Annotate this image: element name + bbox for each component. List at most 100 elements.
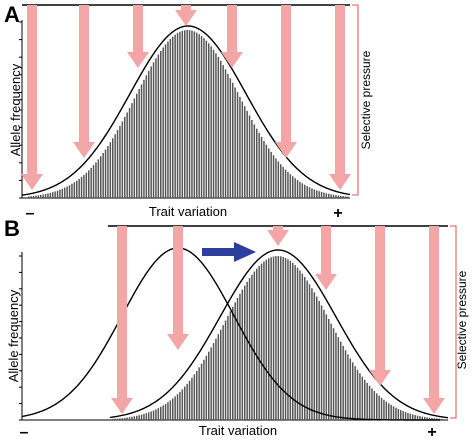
histogram-bar: [284, 169, 287, 198]
histogram-bar: [73, 182, 76, 198]
histogram-bar: [306, 186, 308, 198]
histogram-bar: [277, 256, 280, 420]
histogram-bar: [236, 298, 239, 420]
histogram-bar: [246, 110, 248, 198]
histogram-bar: [251, 119, 253, 198]
x-axis-label-b: Trait variation: [199, 423, 277, 438]
histogram-bar: [56, 190, 59, 198]
histogram-bar: [340, 195, 342, 198]
histogram-bar: [260, 263, 263, 420]
histogram-bar: [126, 417, 128, 420]
histogram-bar: [116, 418, 119, 420]
histogram-bar: [169, 38, 172, 198]
histogram-bar: [64, 187, 66, 198]
histogram-bar: [28, 196, 30, 198]
histogram-bar: [244, 285, 246, 420]
histogram-bar: [232, 306, 234, 420]
pressure-label-a: Selective pressure: [359, 50, 373, 149]
histogram-bar: [311, 188, 313, 198]
histogram-bar: [234, 302, 236, 420]
histogram-bar: [407, 412, 409, 420]
histogram-bar: [328, 193, 330, 198]
histogram-bar: [83, 174, 85, 198]
histogram-bar: [313, 189, 316, 198]
histogram-bar: [265, 144, 268, 198]
histogram-bar: [347, 196, 349, 198]
histogram-bar: [143, 413, 145, 420]
histogram-bar: [162, 47, 164, 199]
histogram-bar: [35, 195, 37, 198]
histogram-bar: [268, 258, 270, 420]
histogram-bar: [227, 315, 229, 420]
histogram-bar: [284, 257, 287, 420]
y-axis-label-b: Allele frequency: [6, 289, 21, 382]
histogram-bar: [212, 49, 215, 198]
pressure-arrow-shaft: [27, 5, 37, 176]
histogram-bar: [270, 151, 272, 198]
histogram-bar: [193, 374, 196, 420]
histogram-bar: [275, 256, 277, 420]
histogram-bar: [342, 346, 344, 420]
histogram-bar: [112, 138, 114, 198]
histogram-bar: [191, 377, 193, 420]
histogram-bar: [328, 319, 330, 420]
histogram-bar: [368, 385, 371, 420]
histogram-bar: [371, 388, 373, 420]
pressure-label-b: Selective pressure: [455, 270, 469, 369]
histogram-bar: [246, 281, 248, 420]
plus-sign-a: +: [333, 205, 342, 222]
histogram-bar: [205, 355, 208, 420]
histogram-bar: [119, 125, 121, 198]
histogram-bar: [332, 328, 335, 420]
histogram-bar: [76, 180, 78, 198]
histogram-bar: [160, 50, 162, 198]
distribution-curve-a: [21, 25, 351, 196]
histogram-bar: [337, 337, 340, 420]
histogram-bar: [258, 265, 260, 420]
shifted-distribution-curve-b: [109, 249, 449, 419]
histogram-bar: [179, 31, 181, 199]
shift-arrow: [202, 242, 256, 262]
histogram-bar: [164, 44, 167, 198]
histogram-bar: [234, 87, 236, 198]
histogram-bar: [224, 69, 227, 199]
histogram-bar: [344, 350, 347, 420]
pressure-arrow-head: [315, 274, 337, 290]
histogram-bar: [208, 43, 210, 199]
histogram-bar: [323, 192, 325, 198]
histogram-bar: [191, 30, 193, 198]
histogram-bar: [227, 73, 229, 198]
pressure-arrow-shaft: [79, 5, 89, 144]
histogram-bar: [179, 391, 181, 420]
pressure-arrow-head: [267, 230, 289, 246]
histogram-bar: [208, 351, 210, 420]
histogram-bar: [215, 53, 217, 198]
histogram-bar: [220, 60, 222, 199]
pressure-arrow-head: [423, 398, 445, 414]
y-axis-ticks-a: [19, 21, 22, 199]
histogram-bar: [253, 124, 256, 198]
histogram-bar: [337, 195, 340, 198]
histogram-bar: [160, 406, 162, 420]
histogram-bar: [80, 176, 83, 198]
histogram-bar: [409, 413, 412, 420]
histogram-bar: [162, 405, 164, 420]
histogram-bar: [157, 54, 160, 198]
histogram-bar: [258, 132, 260, 198]
histogram-bar: [196, 370, 198, 420]
histogram-bar: [145, 413, 148, 420]
histogram-bar: [181, 30, 184, 199]
pressure-arrow-shaft: [429, 226, 439, 400]
histogram-bar: [59, 189, 61, 198]
histogram-bar: [88, 170, 90, 198]
histogram-bar: [54, 191, 56, 198]
histogram-bar: [200, 363, 203, 420]
histogram-bar: [212, 343, 215, 420]
histogram-bar: [138, 415, 140, 420]
histogram-bar: [97, 159, 100, 198]
histogram-bar: [232, 82, 234, 198]
selective-pressure-arrows-b: [111, 226, 445, 414]
histogram-bar: [176, 394, 179, 420]
